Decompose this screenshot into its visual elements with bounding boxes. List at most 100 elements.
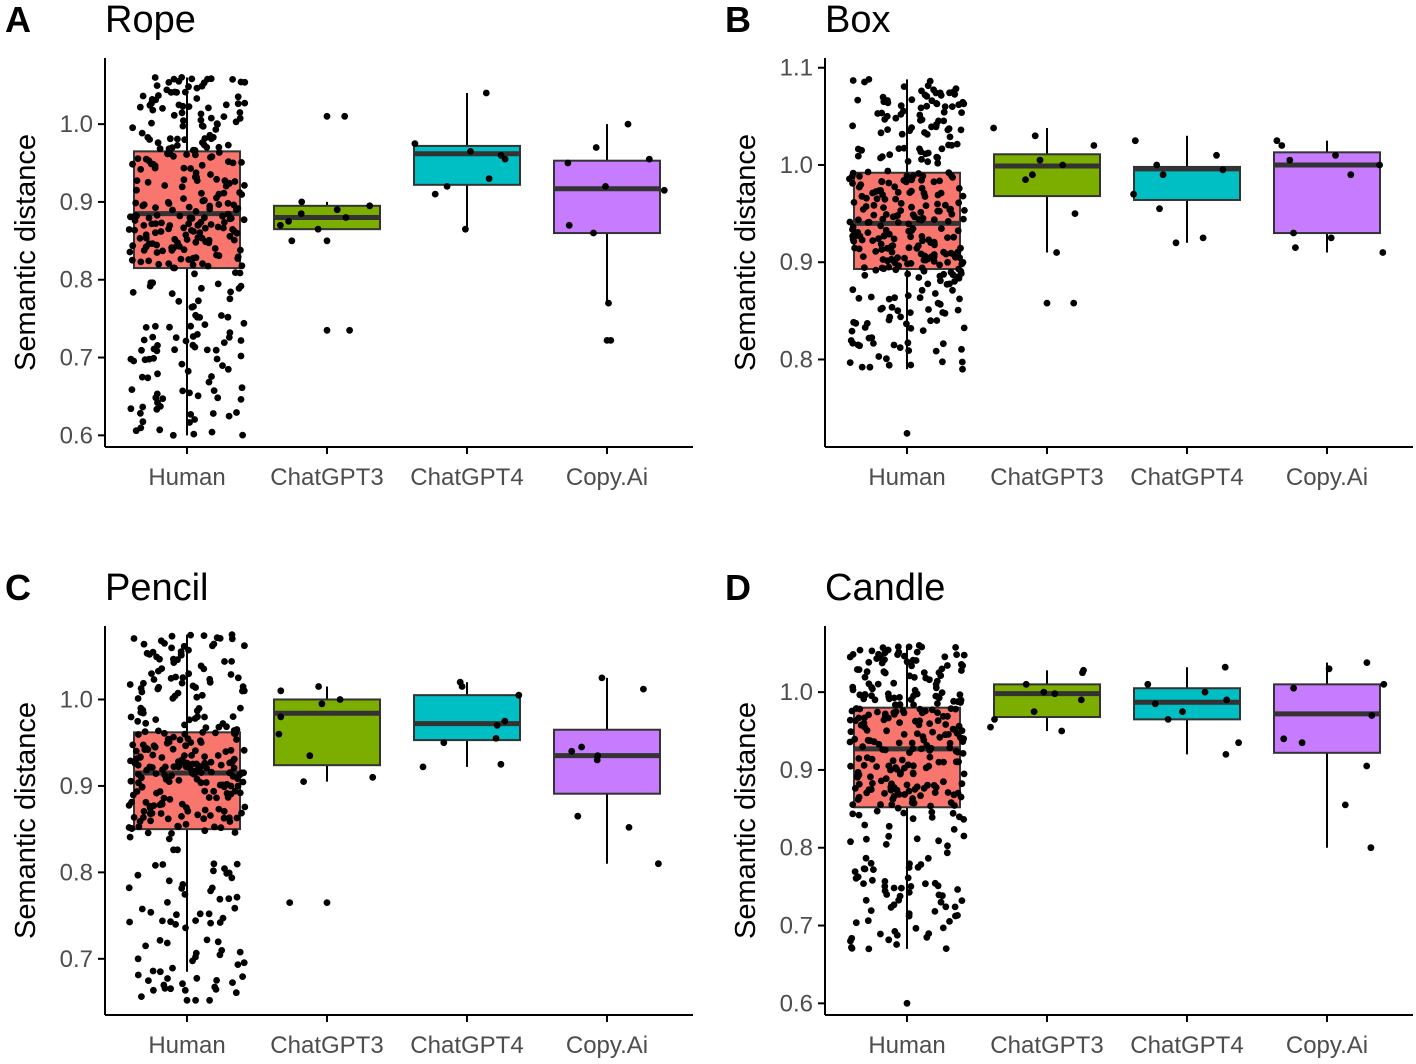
data-point <box>237 352 245 360</box>
data-point <box>193 707 201 715</box>
data-point <box>655 860 662 868</box>
data-point <box>147 908 155 916</box>
data-point <box>900 144 908 152</box>
data-point <box>852 919 860 927</box>
data-point <box>872 188 880 195</box>
data-point <box>937 277 944 285</box>
data-point <box>889 242 897 250</box>
data-point <box>881 195 889 203</box>
data-point <box>877 222 885 230</box>
data-point <box>855 793 863 801</box>
data-point <box>892 114 900 122</box>
data-point <box>133 212 141 220</box>
data-point <box>222 182 230 190</box>
data-point <box>870 201 878 209</box>
x-tick-label: Human <box>148 1032 225 1059</box>
data-point <box>961 207 968 214</box>
data-point <box>186 419 193 426</box>
data-point <box>931 290 939 297</box>
data-point <box>182 742 190 750</box>
data-point <box>485 175 493 183</box>
data-point <box>1280 735 1288 743</box>
data-point <box>159 105 166 112</box>
data-point <box>1071 210 1079 218</box>
data-point <box>1159 171 1167 179</box>
data-point <box>197 763 205 770</box>
data-point <box>1235 739 1242 747</box>
data-point <box>946 280 953 288</box>
data-point <box>853 705 860 712</box>
data-point <box>955 199 963 207</box>
data-point <box>190 146 197 154</box>
data-point <box>149 751 157 759</box>
data-point <box>208 428 216 436</box>
data-point <box>934 717 942 725</box>
data-point <box>168 290 176 297</box>
data-point <box>1347 171 1355 179</box>
iqr-box <box>553 728 661 795</box>
data-point <box>860 762 868 769</box>
data-point <box>903 658 911 666</box>
data-point <box>155 260 163 268</box>
data-point <box>150 986 157 994</box>
data-point <box>954 227 962 235</box>
data-point <box>905 347 913 354</box>
data-point <box>492 735 500 742</box>
data-point <box>238 191 246 198</box>
data-point <box>214 121 221 128</box>
data-point <box>930 216 938 224</box>
data-point <box>207 114 215 122</box>
data-point <box>501 717 509 725</box>
data-point <box>891 294 898 302</box>
data-point <box>206 996 214 1004</box>
data-point <box>134 717 142 725</box>
data-point <box>164 899 171 906</box>
data-point <box>932 784 940 791</box>
data-point <box>931 789 939 796</box>
data-point <box>890 679 898 687</box>
data-point <box>189 957 196 965</box>
data-point <box>846 653 854 661</box>
data-point <box>220 783 228 791</box>
data-point <box>222 101 230 109</box>
data-point <box>212 346 220 354</box>
data-point <box>211 245 219 252</box>
data-point <box>189 261 197 269</box>
data-point <box>232 989 240 997</box>
x-tick-label: ChatGPT3 <box>270 464 383 491</box>
data-point <box>873 655 881 662</box>
outlier-point <box>323 112 331 120</box>
data-point <box>941 103 949 110</box>
data-point <box>892 195 899 203</box>
data-point <box>172 921 180 928</box>
data-point <box>935 758 943 766</box>
data-point <box>229 713 237 720</box>
data-point <box>959 738 967 745</box>
data-point <box>233 893 241 901</box>
box-chatgpt4 <box>413 682 521 767</box>
data-point <box>855 755 863 762</box>
data-point <box>913 783 921 791</box>
data-point <box>865 680 873 688</box>
panel-title: Candle <box>825 567 945 609</box>
data-point <box>911 674 918 681</box>
data-point <box>957 126 965 134</box>
data-point <box>891 710 898 718</box>
data-point <box>568 747 576 755</box>
data-point <box>854 873 862 881</box>
data-point <box>879 304 886 312</box>
data-point <box>951 802 958 809</box>
data-point <box>166 135 174 143</box>
data-point <box>175 242 183 250</box>
data-point <box>939 358 946 366</box>
data-point <box>158 799 166 807</box>
data-point <box>901 764 908 772</box>
data-point <box>908 662 915 670</box>
data-point <box>867 907 875 914</box>
data-point <box>959 259 967 266</box>
data-point <box>930 257 938 265</box>
data-point <box>946 744 954 752</box>
data-point <box>936 733 944 741</box>
data-point <box>130 357 138 365</box>
data-point <box>884 126 891 133</box>
